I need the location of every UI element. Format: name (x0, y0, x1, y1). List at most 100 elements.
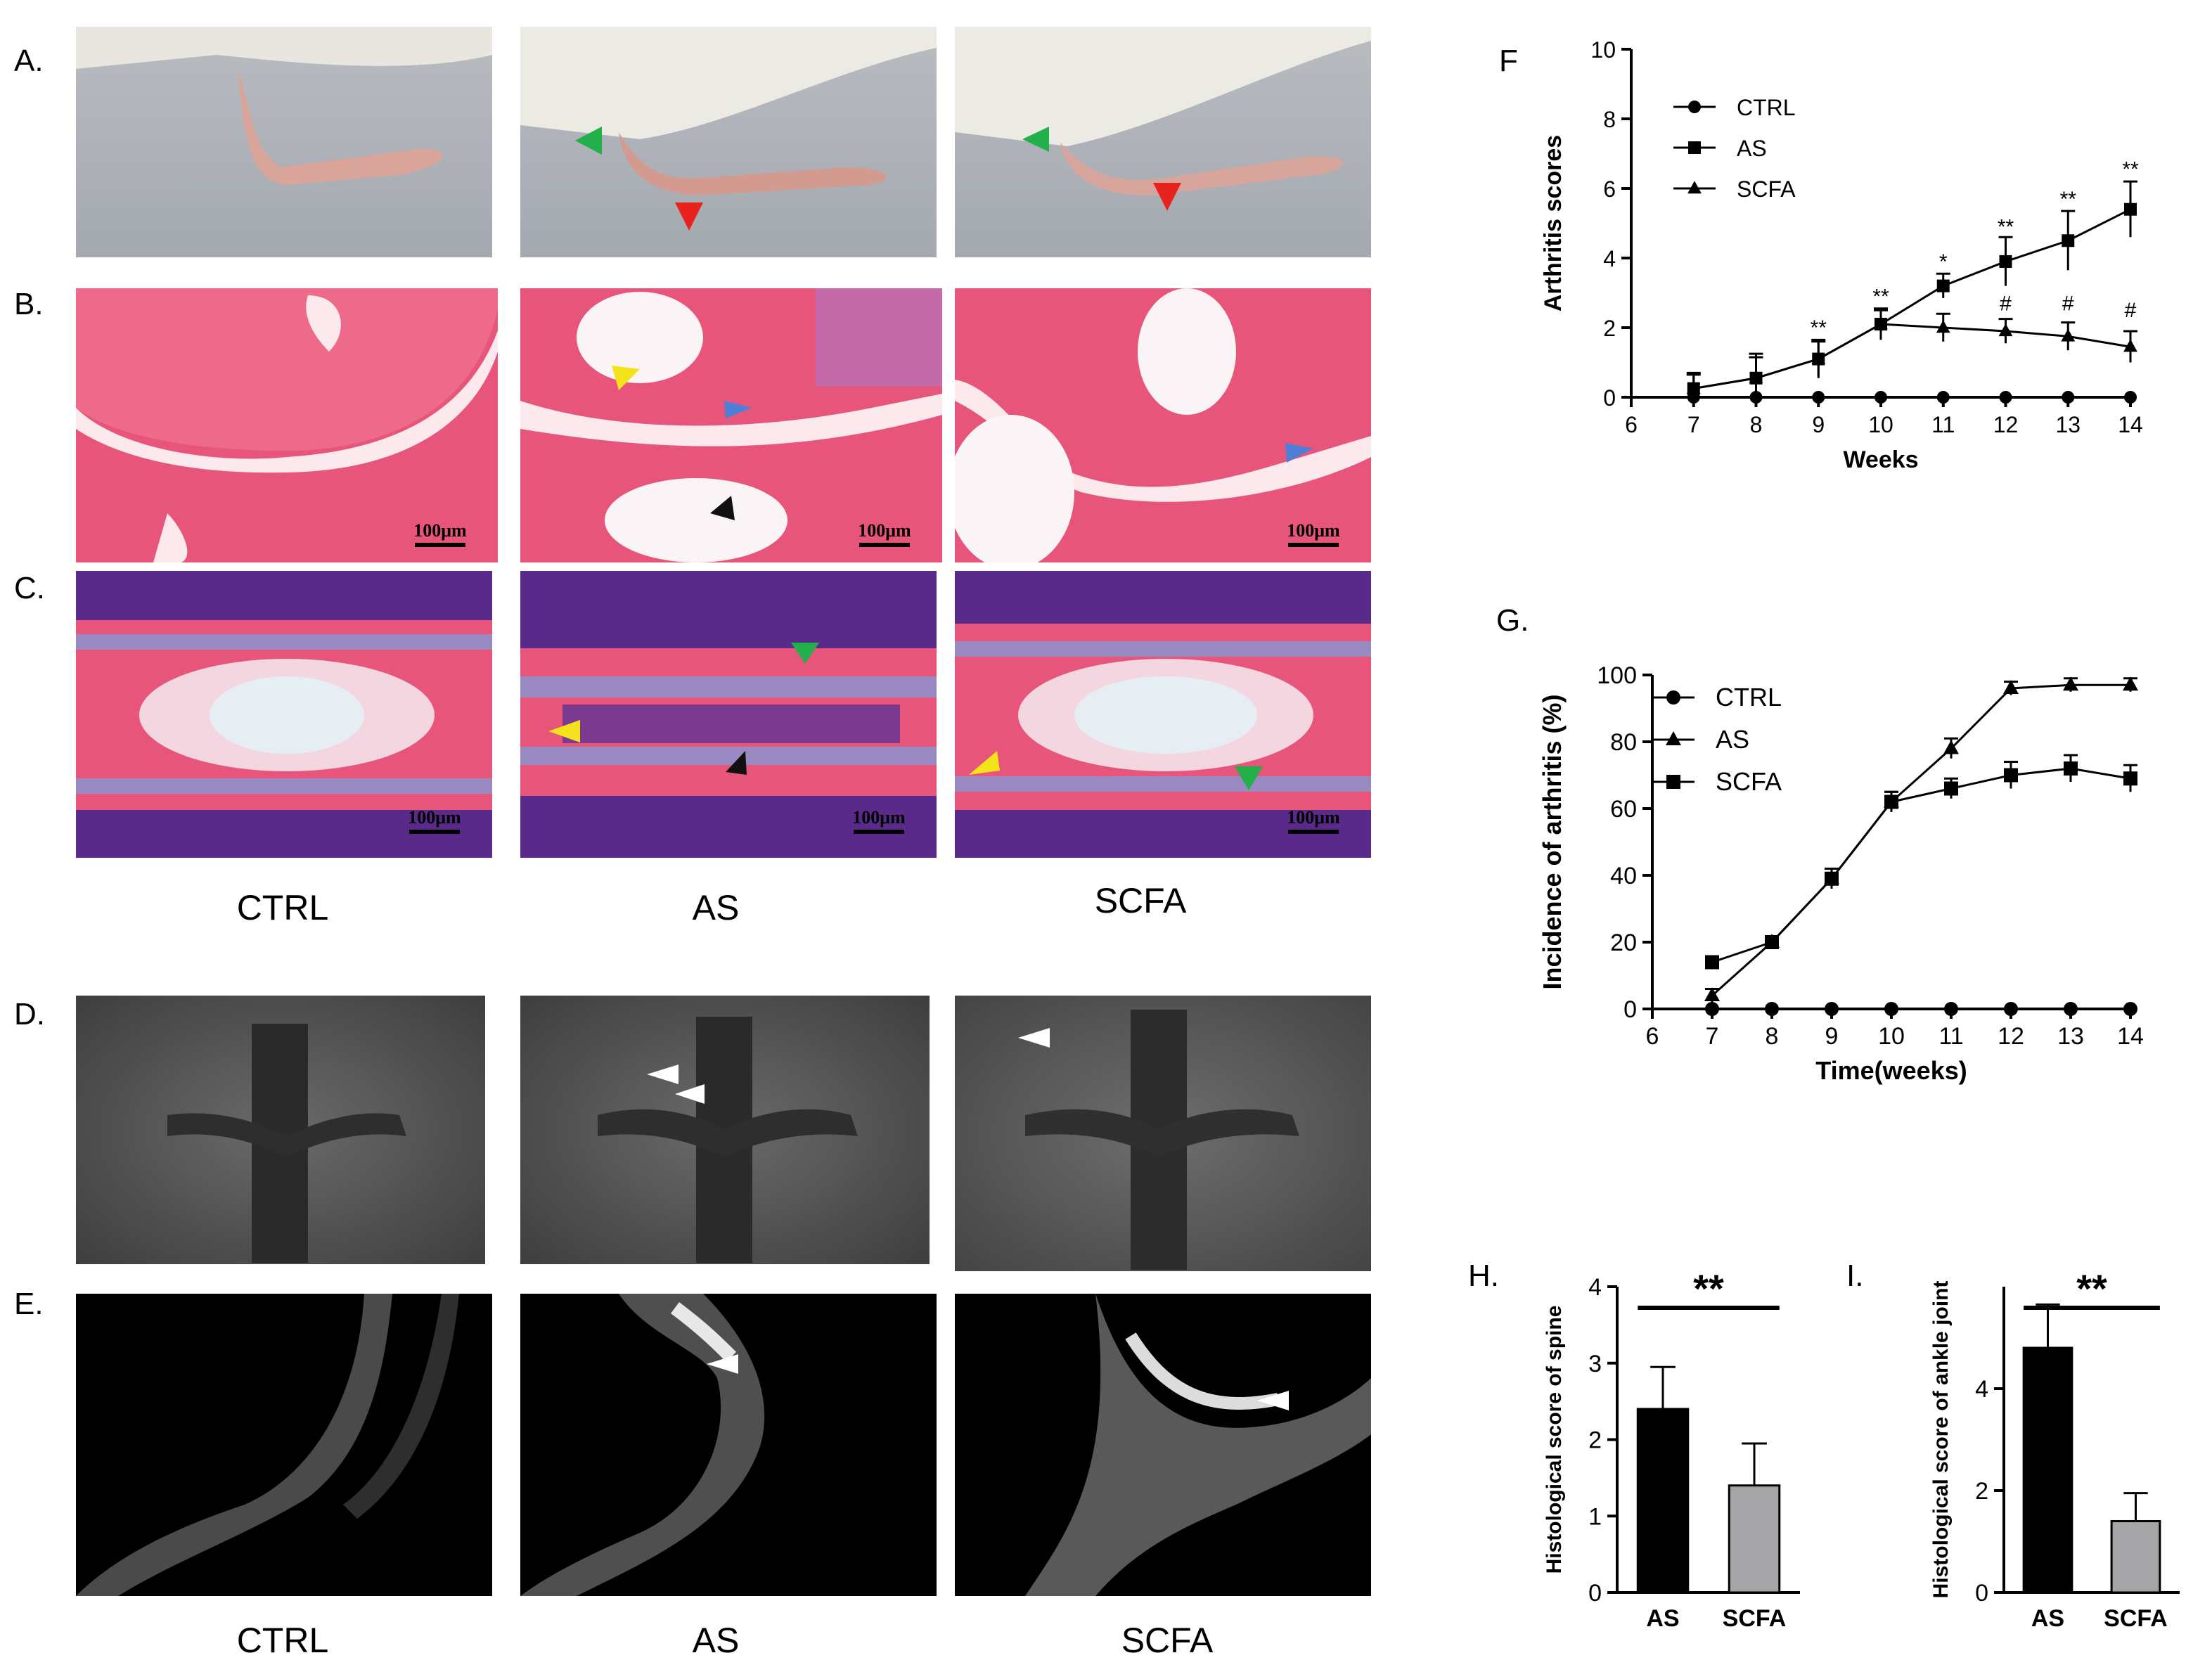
x-tick-label: 9 (1812, 412, 1825, 437)
panel-label-g: G. (1496, 603, 1529, 638)
significance-mark: ** (1693, 1273, 1724, 1311)
scale-bar-c3: 100μm (1271, 807, 1356, 834)
he-ankle-ctrl: 100μm (76, 288, 498, 562)
he-ankle-as-drawing (520, 288, 942, 562)
he-spine-scfa-drawing (955, 571, 1371, 858)
he-ankle-as: 100μm (520, 288, 942, 562)
mri-spine-scfa (955, 996, 1371, 1271)
x-tick-label: 6 (1625, 412, 1638, 437)
scale-bar-b1: 100μm (398, 520, 482, 547)
x-tick-label: 12 (1998, 1023, 2024, 1050)
legend-label: CTRL (1716, 683, 1782, 712)
data-point-scfa (1705, 955, 1719, 970)
data-point-scfa (1825, 871, 1839, 886)
data-point-ctrl (2062, 391, 2075, 404)
y-tick-label: 0 (1588, 1580, 1602, 1607)
y-tick-label: 2 (1588, 1427, 1602, 1454)
paw-photo-ctrl (76, 27, 492, 257)
he-spine-scfa: 100μm (955, 571, 1371, 858)
legend-marker (1688, 141, 1701, 154)
data-point-as (1943, 740, 1959, 754)
legend-marker (1666, 731, 1681, 745)
data-point-scfa (2061, 328, 2076, 342)
x-tick-label: 10 (1868, 412, 1893, 437)
data-point-scfa (1944, 781, 1958, 796)
y-tick-label: 1 (1588, 1503, 1602, 1530)
green-arrow (575, 127, 602, 155)
x-tick-label: 11 (1931, 412, 1955, 437)
y-tick-label: 4 (1603, 246, 1616, 271)
chart-h-spine-score: 0 1 2 3 4 AS SCFA ** Histological score of spine (1543, 1273, 1800, 1632)
data-point-ctrl (1944, 1002, 1958, 1016)
significance-mark: ** (2122, 158, 2139, 181)
y-tick-label: 40 (1610, 863, 1637, 889)
series-line-scfa (1693, 323, 2131, 390)
y-tick-label: 100 (1597, 662, 1637, 689)
red-arrow (1153, 183, 1181, 211)
significance-mark: ** (1998, 215, 2014, 238)
data-point-scfa (1874, 316, 1888, 330)
scale-bar-c1: 100μm (392, 807, 477, 834)
data-point-as (1936, 279, 1950, 292)
x-tick-label: 9 (1825, 1023, 1839, 1050)
paw-photo-scfa (955, 27, 1371, 257)
he-ankle-scfa-drawing (955, 288, 1371, 562)
mri-ankle-as (520, 1294, 937, 1596)
group-label-scfa-top: SCFA (1094, 881, 1187, 920)
x-tick-label: 13 (2055, 412, 2081, 437)
mri-ankle-scfa (955, 1294, 1371, 1596)
he-ankle-ctrl-drawing (76, 288, 498, 562)
data-point-scfa (1765, 935, 1779, 949)
x-tick-label: 13 (2057, 1023, 2084, 1050)
y-axis-label: Histological score of spine (1543, 1306, 1566, 1574)
significance-mark: # (2062, 292, 2074, 315)
data-point-ctrl (1765, 1002, 1779, 1016)
y-tick-label: 0 (1603, 385, 1616, 411)
data-point-scfa (2123, 771, 2137, 786)
x-axis-label: Weeks (1843, 446, 1918, 473)
mri-spine-ctrl (76, 996, 485, 1264)
data-point-scfa (1749, 370, 1763, 383)
data-point-ctrl (2004, 1002, 2018, 1016)
group-label-as-top: AS (692, 888, 740, 927)
x-axis-label: Time(weeks) (1815, 1056, 1967, 1085)
significance-mark: * (1939, 250, 1948, 274)
panel-label-f: F (1499, 44, 1518, 78)
he-spine-as: 100μm (520, 571, 937, 858)
blue-arrow (1285, 443, 1313, 463)
category-label: SCFA (1723, 1605, 1787, 1632)
scale-bar-b3: 100μm (1271, 520, 1356, 547)
data-point-ctrl (2124, 391, 2137, 404)
bar-scfa (2110, 1520, 2161, 1594)
legend-label: SCFA (1737, 176, 1796, 202)
x-tick-label: 14 (2118, 412, 2143, 437)
y-tick-label: 2 (1975, 1478, 1988, 1505)
y-tick-label: 80 (1610, 729, 1637, 756)
he-spine-ctrl-drawing (76, 571, 492, 858)
mri-ankle-as-drawing (520, 1294, 765, 1596)
significance-mark: # (2125, 299, 2137, 322)
panel-label-i: I. (1846, 1259, 1864, 1293)
yellow-arrow (612, 366, 640, 390)
x-tick-label: 12 (1993, 412, 2019, 437)
white-arrow (647, 1064, 679, 1084)
white-arrow (1257, 1391, 1289, 1410)
data-point-scfa (1936, 320, 1950, 333)
data-point-scfa (2123, 339, 2137, 352)
scale-bar-b2: 100μm (842, 520, 927, 547)
data-point-ctrl (2064, 1002, 2078, 1016)
panel-label-a: A. (14, 44, 44, 78)
y-tick-label: 60 (1610, 796, 1637, 823)
panel-label-e: E. (14, 1287, 44, 1321)
y-axis-label: Arthritis scores (1540, 135, 1567, 311)
legend-marker (1688, 101, 1701, 113)
blue-arrow (724, 401, 752, 418)
series-line-scfa (1711, 767, 2131, 963)
mri-spine-ctrl-drawing (167, 1024, 406, 1263)
data-point-ctrl (1884, 1002, 1898, 1016)
bar-scfa (1728, 1484, 1781, 1594)
data-point-ctrl (2123, 1002, 2137, 1016)
legend-marker (1666, 775, 1680, 789)
data-point-scfa (2004, 768, 2018, 783)
data-point-as (2123, 676, 2138, 691)
